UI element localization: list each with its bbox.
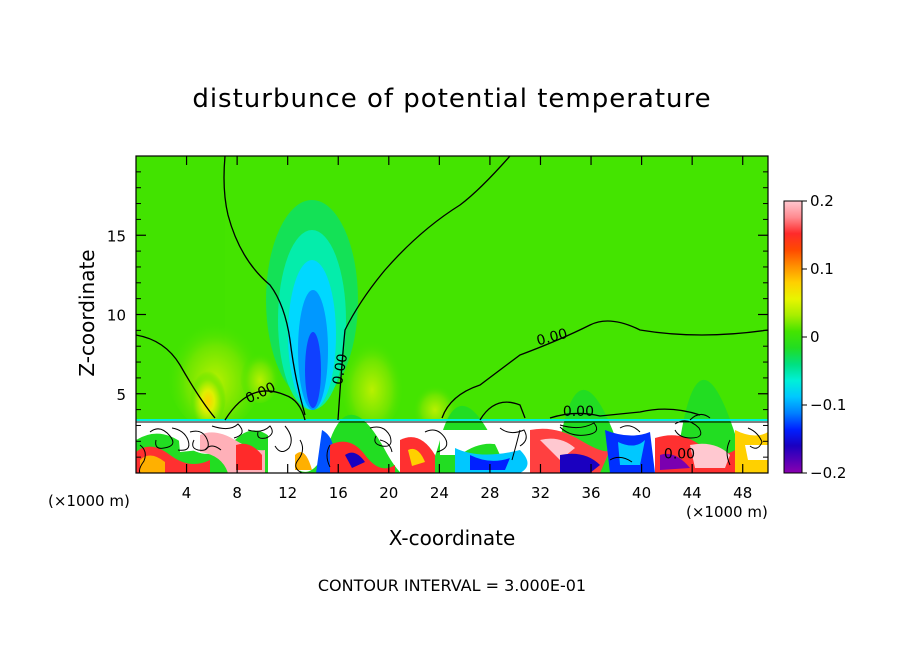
colorbar-ticks: 0.2 0.1 0 −0.1 −0.2 xyxy=(802,192,846,482)
x-tick-label: 20 xyxy=(379,484,398,502)
colorbar-tick-label: 0.2 xyxy=(810,192,834,210)
contour-interval-text: CONTOUR INTERVAL = 3.000E-01 xyxy=(317,576,587,595)
contour-label: 0.00 xyxy=(330,353,351,386)
x-tick-label: 16 xyxy=(329,484,348,502)
x-tick-label: 48 xyxy=(733,484,752,502)
boundary-contours xyxy=(139,414,763,473)
colorbar xyxy=(783,200,803,474)
warm-blob xyxy=(240,347,280,403)
x-tick-label: 28 xyxy=(480,484,499,502)
contour-line xyxy=(224,390,306,421)
warm-blob xyxy=(413,380,457,430)
contour-line xyxy=(441,320,768,419)
x-tick-label: 12 xyxy=(278,484,297,502)
contour-line xyxy=(549,408,701,419)
x-unit-right: (×1000 m) xyxy=(686,503,768,521)
chart-title: disturbunce of potential temperature xyxy=(192,84,712,114)
colorbar-tick-label: 0 xyxy=(810,328,820,346)
x-tick-label: 36 xyxy=(581,484,600,502)
contour-label: 0.00 xyxy=(664,447,695,463)
y-axis-label: Z-coordinate xyxy=(75,249,99,377)
y-tick-label: 5 xyxy=(116,386,126,404)
x-unit-left: (×1000 m) xyxy=(48,492,130,510)
warm-blob xyxy=(340,330,404,430)
contour-label: 0.00 xyxy=(563,404,594,420)
contour-label: 0.00 xyxy=(535,326,569,350)
x-tick-label: 8 xyxy=(232,484,242,502)
y-tick-label: 15 xyxy=(107,227,126,245)
contour-line xyxy=(136,334,216,419)
heatmap-field xyxy=(136,156,768,473)
x-tick-label: 4 xyxy=(182,484,192,502)
colorbar-tick-label: 0.1 xyxy=(810,260,834,278)
y-axis: 5 10 15 xyxy=(107,171,768,458)
colorbar-tick-label: −0.2 xyxy=(810,464,846,482)
contour-line xyxy=(479,401,526,421)
x-tick-label: 32 xyxy=(531,484,550,502)
x-tick-label: 40 xyxy=(632,484,651,502)
y-tick-label: 10 xyxy=(107,307,126,325)
colorbar-tick-label: −0.1 xyxy=(810,396,846,414)
x-tick-label: 44 xyxy=(683,484,702,502)
colorbar-strip xyxy=(783,200,803,474)
contour-line xyxy=(337,156,511,421)
x-tick-label: 24 xyxy=(430,484,449,502)
warm-blob xyxy=(190,365,226,425)
contour-line xyxy=(223,156,306,416)
x-axis-label: X-coordinate xyxy=(388,526,516,550)
x-axis: 4 8 12 16 20 24 28 32 36 40 44 48 xyxy=(182,156,752,502)
contour-lines xyxy=(136,156,768,421)
